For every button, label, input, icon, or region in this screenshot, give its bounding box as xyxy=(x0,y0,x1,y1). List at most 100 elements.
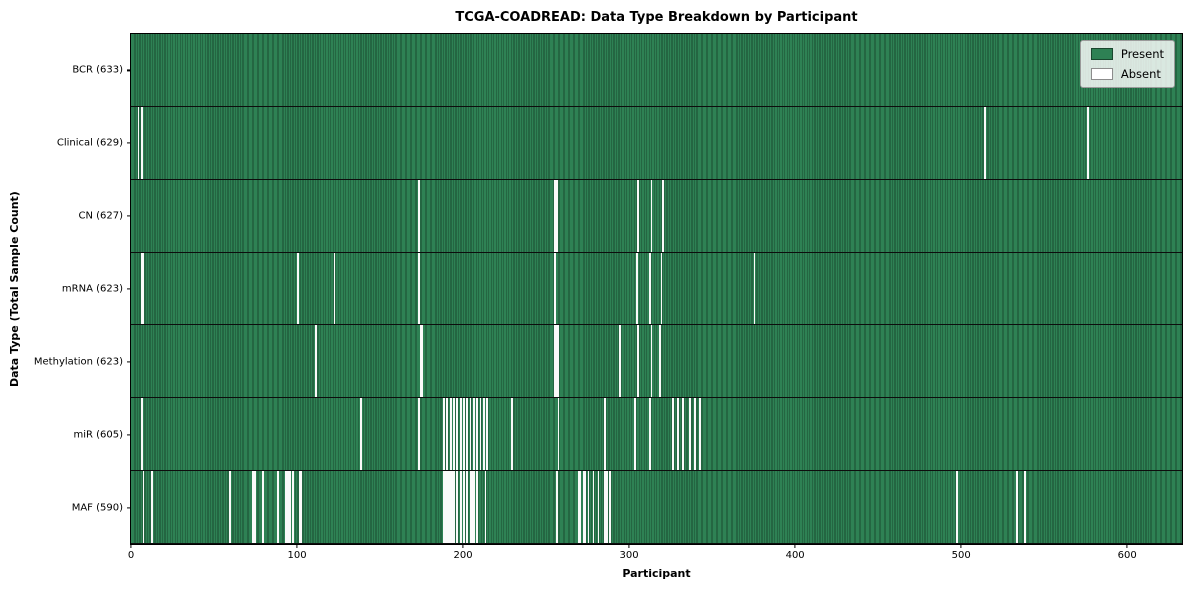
absent-mark xyxy=(604,398,606,471)
absent-mark xyxy=(557,325,560,398)
absent-mark xyxy=(1024,471,1027,544)
absent-mark xyxy=(658,325,661,398)
absent-mark xyxy=(418,252,421,325)
x-tick-label: 500 xyxy=(951,550,971,561)
absent-mark xyxy=(140,398,143,471)
absent-mark xyxy=(449,398,452,471)
legend-label-absent: Absent xyxy=(1120,67,1161,81)
absent-mark xyxy=(984,106,987,179)
absent-mark xyxy=(463,471,465,544)
absent-mark xyxy=(292,471,294,544)
absent-mark xyxy=(634,398,636,471)
absent-mark xyxy=(419,325,422,398)
absent-mark xyxy=(605,471,608,544)
absent-mark xyxy=(637,325,640,398)
absent-mark xyxy=(287,471,289,544)
row-CN xyxy=(131,179,1182,253)
absent-mark xyxy=(1015,471,1018,544)
row-BCR xyxy=(131,34,1182,107)
absent-mark xyxy=(577,471,580,544)
absent-mark xyxy=(140,252,143,325)
absent-mark xyxy=(637,179,640,252)
absent-mark xyxy=(1087,106,1090,179)
x-tick-mark xyxy=(462,544,464,548)
absent-mark xyxy=(150,471,153,544)
y-axis-label: Data Type (Total Sample Count) xyxy=(8,191,21,387)
row-MAF xyxy=(131,471,1182,545)
absent-mark xyxy=(446,471,449,544)
absent-mark xyxy=(554,179,557,252)
y-tick-mark xyxy=(127,142,131,144)
y-tick-label: MAF (590) xyxy=(71,502,123,514)
absent-mark xyxy=(421,325,424,398)
chart-title: TCGA-COADREAD: Data Type Breakdown by Pa… xyxy=(455,10,858,25)
row-mRNA xyxy=(131,252,1182,326)
absent-mark xyxy=(453,471,455,544)
absent-mark xyxy=(604,471,606,544)
absent-mark xyxy=(635,252,638,325)
absent-mark xyxy=(511,398,513,471)
absent-mark xyxy=(479,398,482,471)
absent-mark xyxy=(466,398,469,471)
absent-mark xyxy=(300,471,303,544)
y-tick-label: miR (605) xyxy=(73,429,123,441)
absent-mark xyxy=(649,398,651,471)
absent-mark xyxy=(473,398,475,471)
y-tick-label: mRNA (623) xyxy=(61,283,123,295)
absent-mark xyxy=(956,471,958,544)
absent-mark xyxy=(597,471,600,544)
absent-mark xyxy=(333,252,336,325)
absent-mark xyxy=(688,398,691,471)
row-Clinical xyxy=(131,106,1182,180)
y-tick-mark xyxy=(127,361,131,363)
absent-mark xyxy=(446,398,449,471)
absent-mark xyxy=(315,325,318,398)
absent-mark xyxy=(456,471,459,544)
y-tick-mark xyxy=(127,434,131,436)
x-tick-label: 600 xyxy=(1117,550,1137,561)
x-axis-label: Participant xyxy=(622,567,691,580)
absent-mark xyxy=(471,471,474,544)
x-tick-mark xyxy=(1126,544,1128,548)
absent-mark xyxy=(753,252,756,325)
absent-mark xyxy=(298,471,301,544)
absent-mark xyxy=(682,398,685,471)
absent-mark xyxy=(466,471,469,544)
absent-mark xyxy=(584,471,587,544)
absent-mark xyxy=(592,471,595,544)
absent-mark xyxy=(142,471,145,544)
absent-mark xyxy=(140,106,143,179)
absent-mark xyxy=(459,471,462,544)
absent-mark xyxy=(556,179,558,252)
absent-mark xyxy=(486,398,489,471)
absent-mark xyxy=(463,398,465,471)
absent-mark xyxy=(554,325,557,398)
absent-mark xyxy=(484,471,487,544)
row-miR xyxy=(131,398,1182,472)
y-tick-label: Methylation (623) xyxy=(33,356,123,368)
absent-mark xyxy=(672,398,675,471)
y-tick-label: Clinical (629) xyxy=(56,137,123,149)
absent-mark xyxy=(443,398,445,471)
absent-mark xyxy=(650,179,653,252)
absent-mark xyxy=(453,398,455,471)
absent-mark xyxy=(693,398,696,471)
x-tick-label: 200 xyxy=(453,550,473,561)
absent-mark xyxy=(360,398,362,471)
absent-mark xyxy=(587,471,590,544)
row-Methylation xyxy=(131,325,1182,399)
legend: Present Absent xyxy=(1079,40,1175,88)
absent-mark xyxy=(662,179,665,252)
x-tick-mark xyxy=(130,544,132,548)
absent-mark xyxy=(660,252,663,325)
absent-mark xyxy=(609,471,611,544)
absent-mark xyxy=(650,325,653,398)
absent-mark xyxy=(252,471,254,544)
absent-mark xyxy=(297,252,299,325)
absent-mark xyxy=(482,398,485,471)
absent-mark xyxy=(554,252,557,325)
absent-mark xyxy=(142,252,145,325)
x-tick-label: 300 xyxy=(619,550,639,561)
absent-mark xyxy=(449,471,452,544)
